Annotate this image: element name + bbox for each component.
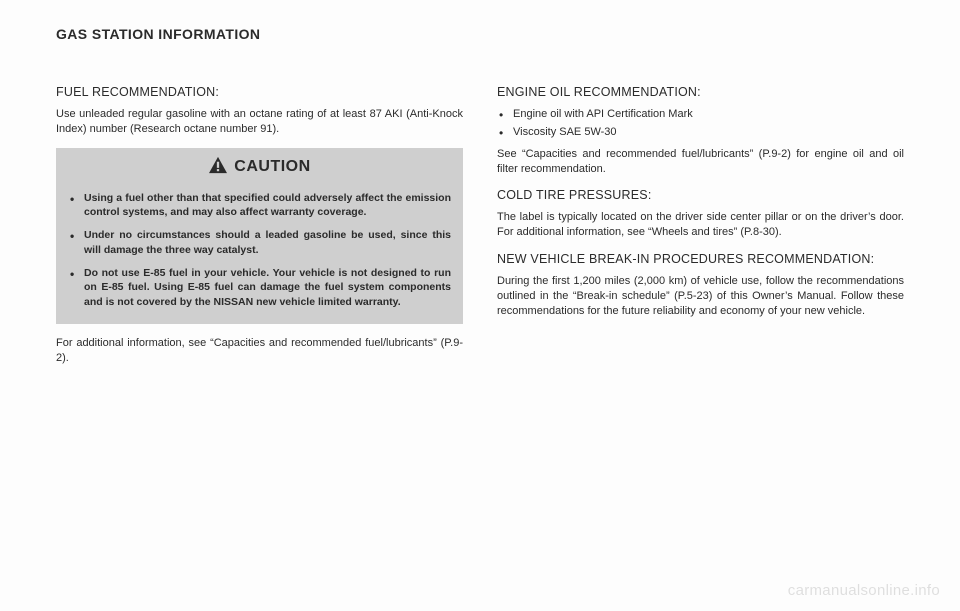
- tire-pressure-text: The label is typically located on the dr…: [497, 210, 904, 240]
- fuel-recommendation-text: Use unleaded regular gasoline with an oc…: [56, 107, 463, 137]
- fuel-footer-text: For additional information, see “Capacit…: [56, 336, 463, 366]
- breakin-heading: NEW VEHICLE BREAK-IN PROCEDURES RECOMMEN…: [497, 251, 904, 268]
- watermark-text: carmanualsonline.info: [788, 582, 940, 599]
- list-item: Viscosity SAE 5W-30: [497, 125, 904, 140]
- column-left: FUEL RECOMMENDATION: Use unleaded regula…: [56, 84, 463, 376]
- caution-list: Using a fuel other than that specified c…: [68, 191, 451, 310]
- tire-pressure-heading: COLD TIRE PRESSURES:: [497, 187, 904, 204]
- manual-page: GAS STATION INFORMATION FUEL RECOMMENDAT…: [0, 0, 960, 396]
- fuel-recommendation-heading: FUEL RECOMMENDATION:: [56, 84, 463, 101]
- breakin-text: During the first 1,200 miles (2,000 km) …: [497, 274, 904, 320]
- caution-item: Do not use E-85 fuel in your vehicle. Yo…: [68, 266, 451, 310]
- caution-body: Using a fuel other than that specified c…: [56, 185, 463, 324]
- engine-oil-heading: ENGINE OIL RECOMMENDATION:: [497, 84, 904, 101]
- column-right: ENGINE OIL RECOMMENDATION: Engine oil wi…: [497, 84, 904, 376]
- warning-triangle-icon: [208, 156, 228, 179]
- caution-box: CAUTION Using a fuel other than that spe…: [56, 148, 463, 324]
- caution-header: CAUTION: [56, 148, 463, 185]
- caution-item: Under no circumstances should a leaded g…: [68, 228, 451, 257]
- caution-item: Using a fuel other than that specified c…: [68, 191, 451, 220]
- list-item: Engine oil with API Certification Mark: [497, 107, 904, 122]
- caution-label: CAUTION: [234, 156, 310, 178]
- engine-oil-text: See “Capacities and recommended fuel/lub…: [497, 147, 904, 177]
- section-title: GAS STATION INFORMATION: [56, 26, 904, 42]
- content-columns: FUEL RECOMMENDATION: Use unleaded regula…: [56, 84, 904, 376]
- engine-oil-bullets: Engine oil with API Certification Mark V…: [497, 107, 904, 140]
